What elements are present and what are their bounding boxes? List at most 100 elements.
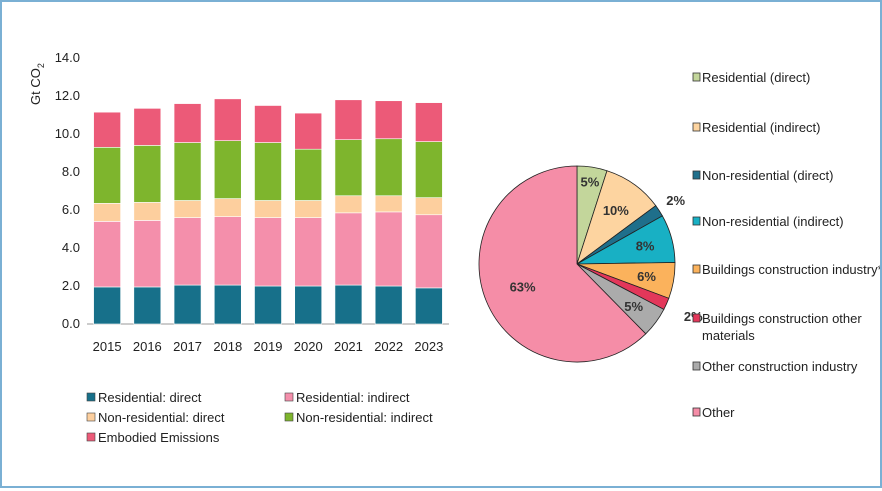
bar-segment	[133, 202, 162, 221]
legend-swatch	[86, 412, 96, 422]
x-tick-label: 2018	[213, 339, 242, 354]
bar-segment	[374, 100, 403, 140]
legend-label: Buildings construction other materials	[702, 311, 862, 343]
pie-value-label: 5%	[624, 299, 643, 314]
y-tick-label: 14.0	[55, 50, 80, 65]
bar-segment	[213, 216, 242, 286]
legend-label: Residential: indirect	[296, 390, 410, 405]
pie-value-label: 5%	[581, 175, 600, 190]
y-tick-label: 8.0	[62, 164, 80, 179]
bar-segment	[294, 217, 323, 287]
y-tick-label: 6.0	[62, 202, 80, 217]
bar-segment	[254, 200, 282, 218]
y-tick-label: 0.0	[62, 316, 80, 331]
bar-segment	[133, 145, 162, 203]
y-tick-label: 4.0	[62, 240, 80, 255]
bar-segment	[173, 103, 202, 143]
legend-label: Buildings construction industry*	[702, 262, 880, 277]
legend-swatch	[692, 361, 701, 371]
bar-segment	[254, 217, 282, 287]
y-tick-label: 12.0	[55, 88, 80, 103]
bar-segment	[294, 200, 323, 218]
bar-segment	[254, 285, 282, 325]
x-tick-label: 2019	[254, 339, 283, 354]
legend-label: Other construction industry	[702, 359, 858, 374]
legend-swatch	[692, 313, 701, 323]
legend-label: Non-residential: indirect	[296, 410, 433, 425]
legend-swatch	[692, 122, 701, 132]
x-tick-label: 2016	[133, 339, 162, 354]
bar-segment	[334, 195, 363, 214]
bar-segment	[93, 286, 121, 325]
stacked-bar-chart: Gt CO2 0.0 2.0 4.0 6.0 8.0 10.0 12.0 14.0 2015 20…	[28, 50, 449, 445]
legend-label: Non-residential (indirect)	[702, 214, 844, 229]
pie-slice	[478, 165, 647, 363]
bar-segment	[133, 220, 162, 288]
bar-segment	[133, 108, 162, 146]
legend-swatch	[692, 170, 701, 180]
x-tick-label: 2015	[93, 339, 122, 354]
bar-segment	[254, 105, 282, 143]
bar-segment	[334, 212, 363, 286]
bar-segment	[294, 285, 323, 325]
legend-swatch	[284, 412, 294, 422]
legend-swatch	[86, 392, 96, 402]
bar-segment	[173, 142, 202, 201]
legend-label: Embodied Emissions	[98, 430, 220, 445]
bar-segment	[415, 197, 443, 216]
legend-swatch	[692, 72, 701, 82]
bar-segment	[374, 211, 403, 287]
bar-segment	[415, 287, 443, 325]
bar-segment	[334, 284, 363, 325]
legend-swatch	[692, 407, 701, 417]
bar-segment	[254, 142, 282, 201]
bar-segment	[93, 203, 121, 222]
pie-value-label: 63%	[510, 279, 536, 294]
pie-value-label: 6%	[637, 269, 656, 284]
bar-segment	[334, 139, 363, 197]
pie-chart: 5%10%2%8%6%2%5%63%Residential (direct)Re…	[478, 70, 882, 420]
bar-segment	[374, 285, 403, 325]
bar-segment	[334, 99, 363, 141]
bar-segment	[415, 102, 443, 142]
bar-segment	[133, 286, 162, 325]
bar-segment	[213, 98, 242, 141]
legend-swatch	[692, 216, 701, 226]
legend-label: Other	[702, 405, 735, 420]
bar-segment	[173, 217, 202, 286]
x-tick-label: 2020	[294, 339, 323, 354]
bar-segment	[415, 141, 443, 198]
legend-label: Non-residential (direct)	[702, 168, 834, 183]
bar-segment	[213, 198, 242, 217]
bar-segment	[213, 284, 242, 325]
bar-segment	[374, 195, 403, 213]
pie-value-label: 10%	[603, 203, 629, 218]
bar-segment	[93, 111, 121, 148]
y-tick-label: 2.0	[62, 278, 80, 293]
pie-value-label: 8%	[636, 239, 655, 254]
bar-segment	[294, 112, 323, 150]
bar-segment	[173, 200, 202, 218]
legend-swatch	[692, 264, 701, 274]
legend-label: Non-residential: direct	[98, 410, 225, 425]
bar-segment	[213, 140, 242, 199]
pie-value-label: 2%	[666, 193, 685, 208]
y-axis-label: Gt CO2	[28, 63, 46, 105]
legend-swatch	[284, 392, 294, 402]
bar-segment	[294, 148, 323, 201]
y-tick-label: 10.0	[55, 126, 80, 141]
legend-label: Residential: direct	[98, 390, 202, 405]
legend-label: Residential (indirect)	[702, 120, 821, 135]
x-tick-label: 2022	[374, 339, 403, 354]
bar-segment	[374, 138, 403, 197]
x-tick-label: 2021	[334, 339, 363, 354]
x-tick-label: 2017	[173, 339, 202, 354]
bar-segment	[93, 221, 121, 288]
legend-label: Residential (direct)	[702, 70, 810, 85]
bar-segment	[173, 284, 202, 325]
bar-segment	[93, 147, 121, 204]
legend-swatch	[86, 432, 96, 442]
bar-segment	[415, 214, 443, 289]
